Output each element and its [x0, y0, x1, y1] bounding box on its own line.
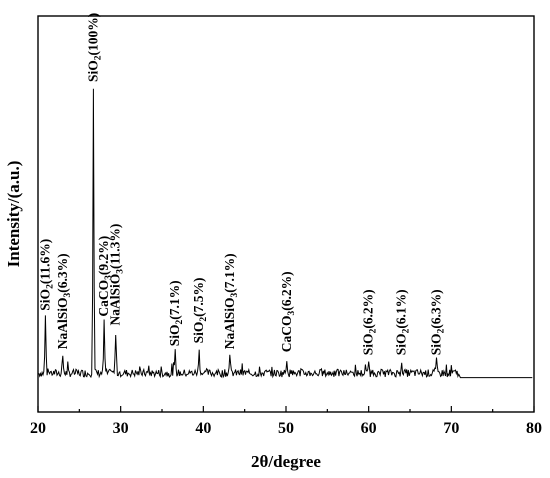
y-axis-title: Intensity/(a.u.) — [4, 161, 23, 268]
peak-label: SiO2(6.2%) — [361, 289, 379, 355]
x-tick-label: 20 — [30, 420, 46, 437]
peak-label: SiO2(6.1%) — [394, 289, 412, 355]
x-axis-title: 2θ/degree — [251, 452, 321, 471]
peak-label: CaCO3(6.2%) — [279, 271, 297, 352]
xrd-trace-line — [38, 88, 533, 379]
peak-label: SiO2(6.3%) — [429, 289, 447, 355]
peak-label: SiO2(7.5%) — [191, 278, 209, 344]
x-tick-label: 80 — [526, 420, 542, 437]
x-tick-label: 50 — [278, 420, 294, 437]
peak-label: SiO2(100%) — [85, 13, 103, 82]
peak-label: SiO2(11.6%) — [37, 239, 55, 311]
x-tick-label: 40 — [195, 420, 211, 437]
x-axis: 20 30 40 50 60 70 80 — [30, 406, 542, 437]
xrd-trace — [38, 88, 533, 379]
x-tick-label: 70 — [443, 420, 459, 437]
peak-label: SiO2(7.1%) — [167, 280, 185, 346]
peak-label: NaAlSiO3(6.3%) — [55, 253, 73, 349]
peak-labels: SiO2(11.6%)NaAlSiO3(6.3%) SiO2(100%) CaCO3… — [37, 13, 446, 355]
x-tick-label: 30 — [113, 420, 129, 437]
peak-label: NaAlSiO3(11.3%) — [108, 224, 126, 326]
peak-label: NaAlSiO3(7.1%) — [222, 253, 240, 349]
peak-label: CaCO3(9.2%) — [96, 236, 114, 317]
x-tick-label: 60 — [361, 420, 377, 437]
